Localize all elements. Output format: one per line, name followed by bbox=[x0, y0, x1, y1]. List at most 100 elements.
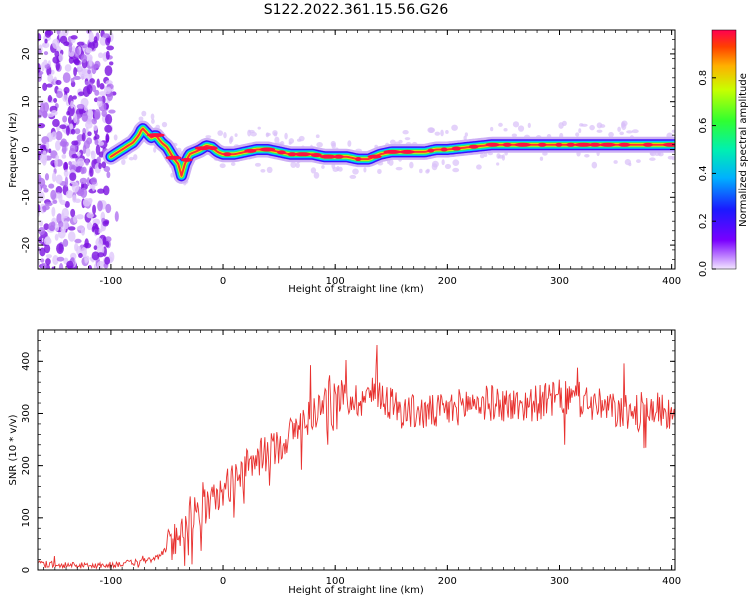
snr-x-ticks: -100 0 100 200 300 400 bbox=[43, 330, 681, 587]
noise-speck bbox=[161, 121, 168, 128]
noise-speck bbox=[54, 192, 62, 199]
noise-speck bbox=[558, 122, 564, 129]
noise-speck bbox=[86, 177, 90, 187]
noise-speck bbox=[542, 151, 548, 156]
x-tick-label: 300 bbox=[550, 576, 569, 587]
y-tick-label: 10 bbox=[21, 95, 32, 108]
noise-speck bbox=[63, 41, 70, 47]
noise-speck bbox=[56, 256, 65, 262]
noise-speck bbox=[55, 185, 63, 195]
noise-speck bbox=[80, 227, 86, 236]
ridge-hotspot bbox=[294, 152, 312, 157]
noise-speck bbox=[512, 121, 520, 128]
noise-speck bbox=[81, 166, 87, 174]
noise-speck bbox=[77, 91, 85, 97]
ridge-hotspot bbox=[662, 142, 675, 147]
noise-speck bbox=[113, 134, 118, 141]
noise-speck bbox=[288, 138, 295, 144]
noise-speck bbox=[94, 108, 101, 120]
noise-speck bbox=[73, 112, 78, 124]
ridge-hotspot bbox=[165, 155, 182, 160]
colorbar-gradient bbox=[711, 29, 737, 270]
ridge-hotspot bbox=[310, 153, 322, 158]
noise-speck bbox=[54, 140, 61, 151]
x-tick-label: 200 bbox=[438, 276, 457, 287]
noise-speck bbox=[71, 153, 79, 159]
noise-speck bbox=[38, 204, 41, 213]
noise-speck bbox=[671, 129, 675, 133]
noise-speck bbox=[38, 49, 42, 55]
noise-speck bbox=[109, 251, 115, 263]
noise-speck bbox=[619, 131, 624, 136]
noise-speck bbox=[51, 206, 56, 217]
noise-speck bbox=[114, 211, 119, 222]
noise-speck bbox=[483, 153, 488, 157]
ridge-hotspot bbox=[440, 147, 448, 152]
noise-speck bbox=[624, 158, 632, 166]
noise-speck bbox=[490, 126, 494, 132]
noise-speck bbox=[52, 199, 58, 204]
noise-speck bbox=[54, 223, 60, 232]
noise-speck bbox=[257, 126, 261, 130]
noise-speck bbox=[59, 140, 67, 147]
snr-x-label: Height of straight line (km) bbox=[288, 585, 424, 596]
noise-speck bbox=[105, 87, 112, 92]
noise-speck bbox=[70, 128, 76, 135]
noise-speck bbox=[106, 45, 114, 51]
noise-speck bbox=[440, 129, 444, 137]
noise-speck bbox=[95, 237, 103, 248]
noise-speck bbox=[91, 85, 97, 93]
y-tick-label: 20 bbox=[21, 48, 32, 61]
noise-speck bbox=[62, 94, 69, 102]
noise-speck bbox=[70, 35, 78, 40]
noise-speck bbox=[42, 82, 48, 91]
noise-speck bbox=[431, 160, 439, 168]
noise-speck bbox=[38, 33, 42, 42]
noise-speck bbox=[315, 134, 320, 139]
noise-speck bbox=[578, 128, 582, 134]
noise-speck bbox=[65, 125, 70, 136]
ridge-hotspot bbox=[566, 142, 576, 147]
noise-speck bbox=[52, 118, 60, 128]
noise-speck bbox=[74, 238, 82, 244]
noise-speck bbox=[102, 220, 109, 227]
noise-speck bbox=[85, 47, 93, 54]
noise-speck bbox=[101, 161, 107, 169]
noise-speck bbox=[539, 156, 544, 161]
ridge-hotspot bbox=[642, 142, 653, 147]
ridge-hotspot bbox=[599, 142, 616, 147]
ridge-hotspot bbox=[555, 142, 563, 147]
noise-speck bbox=[223, 132, 227, 139]
noise-speck bbox=[38, 184, 42, 195]
noise-speck bbox=[69, 123, 74, 130]
noise-speck bbox=[74, 242, 79, 252]
noise-speck bbox=[38, 174, 42, 184]
noise-speck bbox=[445, 129, 449, 134]
noise-speck bbox=[234, 133, 238, 137]
noise-speck bbox=[66, 260, 74, 269]
noise-speck bbox=[97, 252, 105, 258]
noise-speck bbox=[45, 264, 50, 269]
noise-speck bbox=[91, 251, 100, 261]
noise-speck bbox=[62, 72, 71, 84]
noise-speck bbox=[105, 133, 110, 144]
noise-speck bbox=[626, 130, 633, 134]
noise-speck bbox=[205, 135, 212, 139]
noise-speck bbox=[94, 89, 100, 96]
noise-speck bbox=[40, 262, 47, 269]
noise-speck bbox=[80, 74, 88, 80]
noise-speck bbox=[42, 41, 50, 49]
noise-speck bbox=[321, 165, 325, 169]
noise-speck bbox=[575, 132, 580, 137]
noise-speck bbox=[68, 43, 73, 53]
colorbar-tick-label: 0.8 bbox=[698, 70, 709, 86]
noise-speck bbox=[404, 137, 411, 141]
noise-speck bbox=[94, 224, 99, 235]
noise-speck bbox=[51, 131, 57, 140]
noise-speck bbox=[96, 78, 100, 88]
noise-speck bbox=[310, 167, 317, 174]
ridge-hotspot bbox=[427, 148, 435, 153]
noise-speck bbox=[581, 123, 588, 127]
noise-speck bbox=[219, 163, 226, 169]
